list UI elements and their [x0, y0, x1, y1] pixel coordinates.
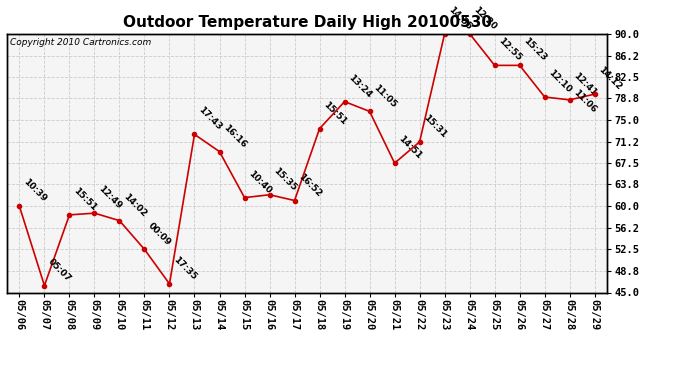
Text: 12:10: 12:10: [546, 68, 573, 95]
Text: 14:55: 14:55: [446, 5, 473, 32]
Text: 15:31: 15:31: [422, 113, 448, 140]
Text: 14:51: 14:51: [397, 134, 423, 161]
Text: 13:24: 13:24: [346, 73, 373, 99]
Title: Outdoor Temperature Daily High 20100530: Outdoor Temperature Daily High 20100530: [123, 15, 491, 30]
Text: 15:35: 15:35: [272, 166, 298, 192]
Text: 14:12: 14:12: [597, 65, 623, 92]
Text: 05:07: 05:07: [46, 257, 73, 283]
Text: 16:16: 16:16: [221, 123, 248, 149]
Text: 10:40: 10:40: [246, 169, 273, 195]
Text: 16:52: 16:52: [297, 172, 323, 198]
Text: 14:02: 14:02: [121, 192, 148, 218]
Text: 12:49: 12:49: [97, 184, 124, 211]
Text: 12:41: 12:41: [572, 71, 598, 98]
Text: 11:06: 11:06: [572, 88, 598, 114]
Text: 10:39: 10:39: [21, 177, 48, 204]
Text: 12:20: 12:20: [472, 5, 498, 32]
Text: Copyright 2010 Cartronics.com: Copyright 2010 Cartronics.com: [10, 38, 151, 46]
Text: 17:43: 17:43: [197, 105, 224, 132]
Text: 15:23: 15:23: [522, 36, 549, 63]
Text: 15:51: 15:51: [72, 186, 98, 213]
Text: 00:09: 00:09: [146, 220, 173, 247]
Text: 17:35: 17:35: [172, 255, 198, 282]
Text: 15:51: 15:51: [322, 100, 348, 126]
Text: 12:55: 12:55: [497, 36, 523, 63]
Text: 11:05: 11:05: [372, 82, 398, 109]
